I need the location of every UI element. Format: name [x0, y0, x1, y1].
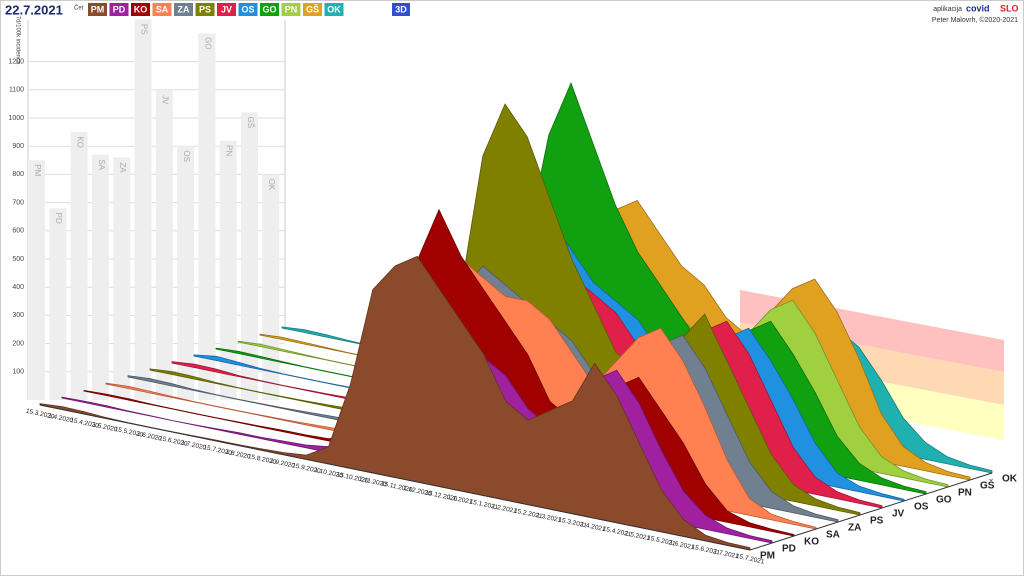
x-axis	[39, 404, 751, 551]
legend-label[interactable]: OK	[327, 4, 341, 14]
region-button[interactable]	[260, 3, 279, 16]
mode-button-label[interactable]: 3D	[395, 4, 407, 14]
author: Peter Malovrh, ©2020-2021	[932, 16, 1018, 24]
plot	[39, 82, 993, 551]
wall-bar-label: PN	[225, 145, 234, 156]
depth-tick-label: SA	[826, 530, 840, 541]
region-button[interactable]	[174, 3, 193, 16]
depth-tick-label: OK	[1002, 474, 1018, 485]
wall-bar	[91, 154, 109, 400]
wall-bar-label: PD	[54, 213, 63, 224]
region-button[interactable]	[303, 3, 322, 16]
wall-bar-label: PM	[33, 164, 42, 176]
wall-bar	[113, 157, 131, 400]
legend-label[interactable]: PM	[91, 4, 105, 14]
y-tick-label: 700	[12, 199, 24, 206]
date-title: 22.7.2021	[5, 2, 63, 17]
legend-label[interactable]: PS	[199, 4, 211, 14]
depth-tick-label: ZA	[848, 523, 861, 534]
wall-bar	[28, 160, 45, 400]
depth-tick-label: JV	[892, 509, 905, 520]
depth-tick-label: PD	[782, 544, 796, 555]
region-button[interactable]	[109, 3, 129, 16]
legend-label[interactable]: ZA	[178, 4, 190, 14]
legend-label[interactable]: GO	[262, 4, 276, 14]
depth-tick-label: PS	[870, 516, 884, 527]
y-tick-label: 1100	[9, 87, 24, 94]
depth-tick-label: OS	[914, 502, 929, 513]
depth-tick-label: GO	[936, 495, 952, 506]
wall-bar	[49, 208, 67, 400]
brand-suffix: SLO	[1000, 3, 1019, 13]
wall-bar-label: OS	[182, 150, 191, 162]
brand: covid	[966, 3, 990, 13]
depth-tick-label: PM	[760, 551, 775, 562]
wall-bar	[70, 132, 88, 400]
header: 22.7.2021 Čet 7d/100k incidenca 3D aplik…	[5, 2, 1019, 64]
wall-bar	[155, 89, 173, 401]
depth-tick-label: PN	[958, 488, 972, 499]
region-button[interactable]	[217, 3, 236, 16]
y-tick-label: 100	[12, 369, 24, 376]
y-tick-label: 600	[12, 228, 24, 235]
legend-label[interactable]: PN	[285, 4, 298, 14]
wall-bar	[177, 146, 195, 400]
y-tick-label: 400	[12, 284, 24, 291]
y-tick-label: 500	[12, 256, 24, 263]
y-tick-label: 900	[12, 143, 24, 150]
wall-bar-label: ZA	[118, 162, 127, 173]
wall-bar-label: PS	[139, 24, 148, 35]
back-wall: 100 200 300 400 500 600 700 800 900 1000 1100 1200 P…	[8, 19, 286, 401]
region-button[interactable]	[281, 3, 301, 16]
y-tick-label: 1200	[8, 58, 24, 65]
region-button[interactable]	[324, 3, 344, 16]
legend-label[interactable]: JV	[221, 4, 232, 14]
legend-label[interactable]: PD	[113, 4, 126, 14]
wall-bar-label: SA	[97, 159, 106, 170]
region-button[interactable]	[152, 3, 172, 16]
wall-bar-label: GŠ	[246, 117, 255, 129]
wall-bar	[241, 112, 258, 401]
legend-label[interactable]: KO	[134, 4, 148, 14]
region-button[interactable]	[88, 3, 107, 16]
legend-label[interactable]: GŠ	[306, 3, 319, 14]
wall-bar-label: OK	[267, 179, 276, 191]
region-button[interactable]	[195, 3, 215, 16]
y-tick-label: 1000	[8, 115, 24, 122]
y-axis-title: 7d/100k incidenca	[14, 16, 20, 65]
y-tick-label: 200	[12, 340, 24, 347]
depth-tick-label: GŠ	[980, 479, 995, 492]
wall-bar-label: GO	[203, 37, 212, 49]
y-tick-label: 300	[12, 312, 24, 319]
region-button[interactable]	[238, 3, 258, 16]
y-tick-label: 800	[12, 171, 24, 178]
depth-axis	[749, 472, 993, 551]
wall-bar	[262, 174, 280, 400]
region-button[interactable]	[131, 3, 150, 16]
wall-bar-label: KO	[75, 136, 84, 148]
wall-bar-label: JV	[161, 95, 170, 105]
wall-bar	[219, 140, 237, 400]
depth-tick-label: KO	[804, 537, 819, 548]
legend-label[interactable]: OS	[241, 4, 254, 14]
mode-button[interactable]	[392, 3, 410, 16]
app-label: aplikacija	[933, 6, 962, 13]
weekday: Čet	[74, 5, 84, 12]
wall-bar	[198, 33, 216, 401]
wall-bar	[134, 19, 152, 401]
legend-label[interactable]: SA	[156, 4, 169, 14]
